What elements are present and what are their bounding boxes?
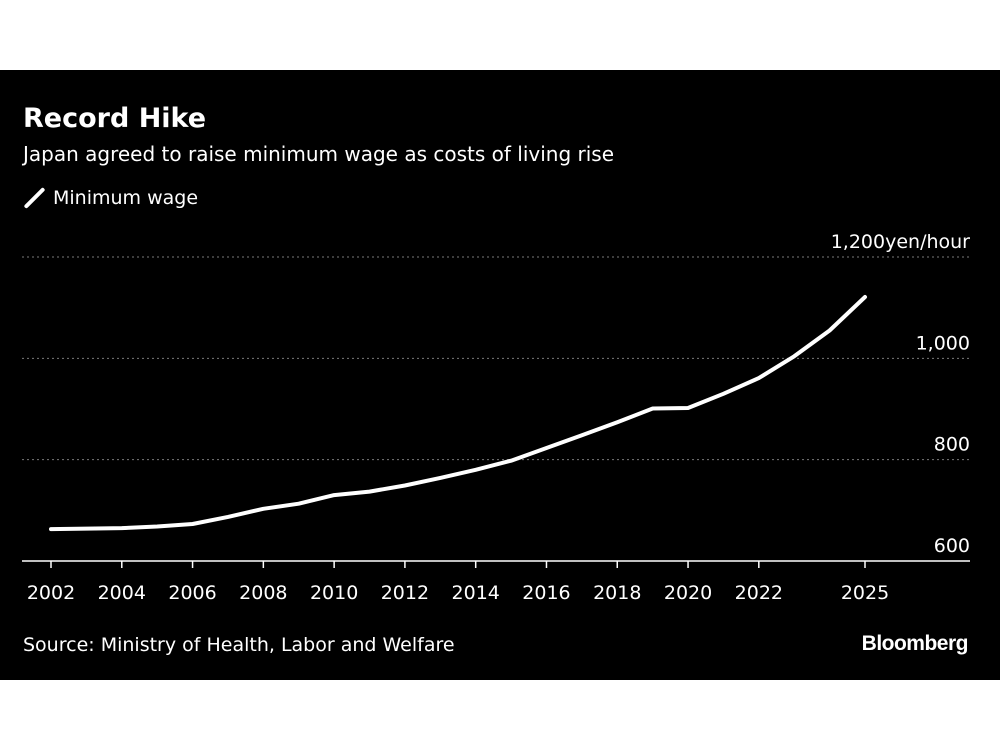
y-tick-label-1200: 1,200yen/hour (831, 231, 970, 253)
source-note: Source: Ministry of Health, Labor and We… (23, 634, 455, 656)
x-tick-label-2008: 2008 (239, 582, 287, 604)
x-tick-label-2016: 2016 (522, 582, 570, 604)
legend: Minimum wage (23, 186, 198, 210)
series-line-minimum-wage (49, 295, 867, 532)
x-tick-label-2006: 2006 (168, 582, 216, 604)
x-tick-label-2022: 2022 (735, 582, 783, 604)
x-tick-label-2004: 2004 (98, 582, 146, 604)
y-tick-label-600: 600 (934, 535, 970, 557)
gridlines (22, 256, 970, 461)
bloomberg-logo: Bloomberg (861, 632, 969, 655)
x-tick-label-2010: 2010 (310, 582, 358, 604)
x-tick-label-2014: 2014 (452, 582, 500, 604)
x-tick-label-2002: 2002 (27, 582, 75, 604)
x-tick-label-2020: 2020 (664, 582, 712, 604)
chart-subtitle: Japan agreed to raise minimum wage as co… (23, 142, 615, 166)
y-tick-label-800: 800 (934, 434, 970, 456)
x-tick-label-2025: 2025 (841, 582, 889, 604)
legend-label: Minimum wage (53, 187, 199, 209)
chart-card: Record Hike Japan agreed to raise minimu… (0, 70, 1000, 680)
x-tick-label-2018: 2018 (593, 582, 641, 604)
y-axis-ticks: 600 800 1,000 1,200yen/hour (831, 231, 970, 557)
y-tick-label-1000: 1,000 (916, 332, 970, 354)
x-axis-ticks: 2002 2004 2006 2008 2010 2012 2014 2016 2018 2020… (27, 561, 889, 604)
chart-title: Record Hike (23, 103, 207, 134)
x-tick-label-2012: 2012 (381, 582, 429, 604)
